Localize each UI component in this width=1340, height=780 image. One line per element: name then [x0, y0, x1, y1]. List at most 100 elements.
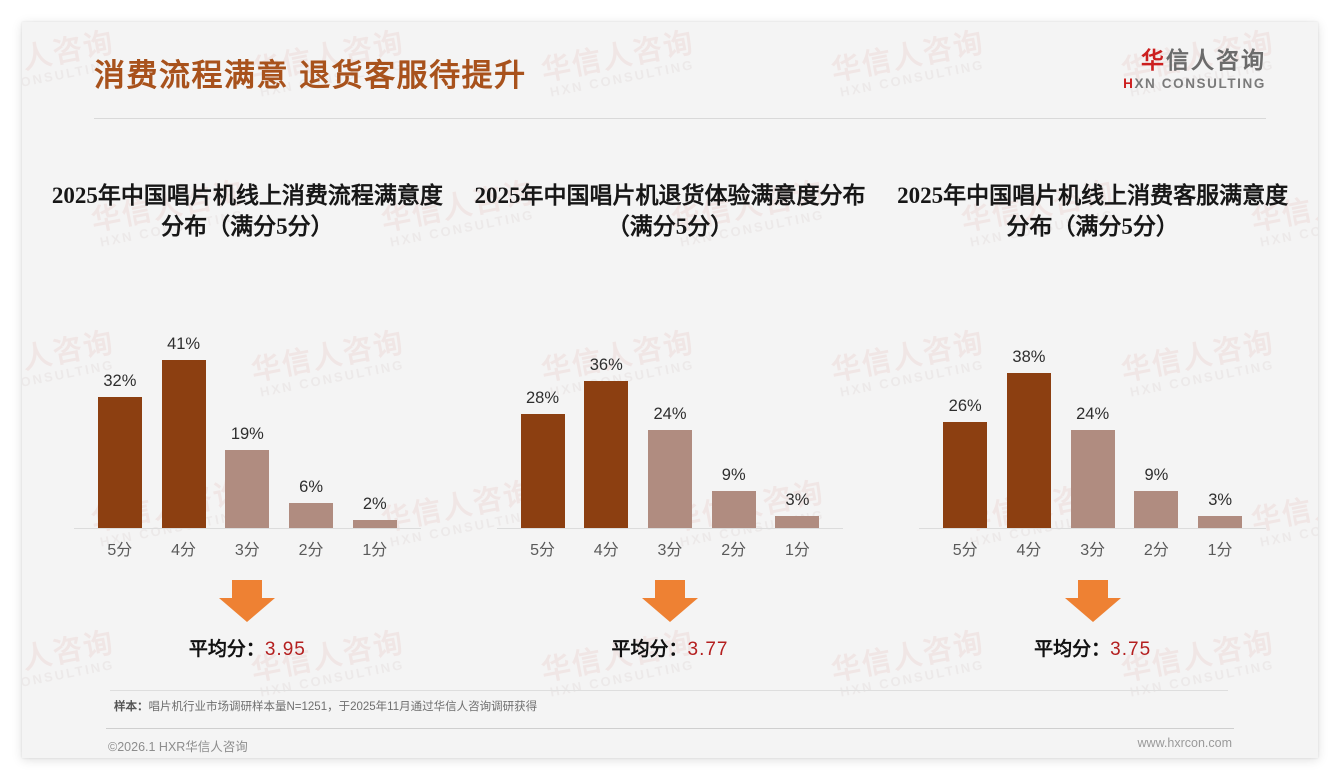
x-axis-labels: 5分 4分 3分 2分 1分 [933, 536, 1252, 560]
x-axis-label: 5分 [107, 542, 133, 559]
average-annotation: 平均分：3.75 [881, 580, 1304, 661]
arrow-head [1064, 598, 1121, 622]
bar [711, 491, 756, 528]
bar [97, 397, 142, 528]
down-arrow-icon [641, 580, 698, 622]
average-value: 3.77 [687, 639, 729, 660]
bar-column: 19% [215, 310, 279, 528]
bar-value-label: 6% [299, 478, 323, 497]
slide-header: 消费流程满意 退货客服待提升 华信人咨询 HXN CONSULTING [22, 22, 1318, 114]
bar-value-label: 28% [526, 388, 560, 407]
x-axis-label: 3分 [234, 542, 260, 559]
x-axis-label: 5分 [952, 542, 978, 559]
footnote-text: 唱片机行业市场调研样本量N=1251，于2025年11月通过华信人咨询调研获得 [148, 701, 538, 713]
bar-column: 24% [638, 310, 702, 528]
bar [352, 519, 397, 528]
bar [1006, 372, 1051, 528]
down-arrow-icon [219, 580, 276, 622]
bar-value-label: 26% [948, 396, 982, 415]
chart-plot-area: 32% 41% 19% 6% 2% [88, 310, 407, 528]
bar-column: 3% [766, 310, 830, 528]
bar [647, 429, 692, 528]
bar-value-label: 19% [230, 425, 264, 444]
x-axis-label: 2分 [1143, 542, 1169, 559]
bar-group: 28% 36% 24% 9% 3% [511, 310, 830, 528]
bar-value-label: 24% [653, 404, 687, 423]
average-label: 平均分： [188, 639, 265, 660]
bar-value-label: 3% [785, 490, 810, 509]
bar [520, 413, 565, 528]
bar [289, 503, 334, 528]
brand-logo: 华信人咨询 HXN CONSULTING [1123, 47, 1266, 91]
bar-column: 24% [1061, 310, 1125, 528]
bar-value-label: 32% [103, 372, 137, 391]
footnote-divider [110, 690, 1228, 691]
logo-english: HXN CONSULTING [1123, 76, 1266, 91]
bar [1198, 515, 1243, 528]
x-axis-label: 1分 [785, 542, 810, 559]
arrow-shaft [1077, 580, 1108, 598]
bar-value-label: 9% [721, 466, 746, 485]
bar-column: 2% [343, 310, 407, 528]
chart-panel-3: 2025年中国唱片机线上消费客服满意度分布（满分5分） 26% 38% 24% 9% 3… [881, 162, 1304, 672]
bar-value-label: 3% [1208, 490, 1233, 509]
chart-title: 2025年中国唱片机退货体验满意度分布（满分5分） [474, 183, 866, 240]
average-value: 3.75 [1110, 639, 1152, 660]
x-axis-label: 4分 [171, 542, 197, 559]
charts-row: 2025年中国唱片机线上消费流程满意度分布（满分5分） 32% 41% 19% 6% 2… [36, 162, 1304, 672]
x-axis-line [919, 528, 1266, 529]
bar-value-label: 41% [167, 335, 201, 354]
x-axis-label: 2分 [721, 542, 747, 559]
page-title: 消费流程满意 退货客服待提升 [94, 58, 527, 93]
x-axis-label: 1分 [362, 542, 388, 559]
average-score-text: 平均分：3.95 [189, 634, 306, 661]
chart-plot-area: 26% 38% 24% 9% 3% [933, 310, 1252, 528]
down-arrow-icon [1064, 580, 1121, 622]
arrow-head [219, 598, 276, 622]
bar-column: 9% [1125, 310, 1189, 528]
chart-panel-1: 2025年中国唱片机线上消费流程满意度分布（满分5分） 32% 41% 19% 6% 2… [36, 162, 459, 672]
copyright-text: ©2026.1 HXR华信人咨询 [108, 740, 248, 754]
footnote: 样本：唱片机行业市场调研样本量N=1251，于2025年11月通过华信人咨询调研… [114, 698, 537, 714]
footer-divider [106, 728, 1234, 729]
arrow-shaft [654, 580, 685, 598]
bar-group: 26% 38% 24% 9% 3% [933, 310, 1252, 528]
website-text: www.hxrcon.com [1137, 736, 1232, 750]
chart-panel-2: 2025年中国唱片机退货体验满意度分布（满分5分） 28% 36% 24% 9% 3% … [459, 162, 882, 672]
x-axis-label: 2分 [298, 542, 324, 559]
x-axis-line [496, 528, 844, 529]
bar [1134, 491, 1179, 528]
arrow-shaft [232, 580, 263, 598]
x-axis-labels: 5分 4分 3分 2分 1分 [88, 536, 407, 560]
x-axis-label: 4分 [1016, 542, 1042, 559]
bar-value-label: 2% [362, 494, 387, 513]
x-axis-label: 3分 [657, 542, 683, 559]
slide-canvas: 华信人咨询 HXN CONSULTING 华信人咨询 HXN CONSULTING华信… [22, 22, 1318, 758]
average-score-text: 平均分：3.75 [1034, 634, 1151, 661]
footnote-lead: 样本： [114, 701, 149, 713]
average-annotation: 平均分：3.95 [36, 580, 459, 661]
x-axis-label: 1分 [1207, 542, 1233, 559]
average-label: 平均分： [1034, 639, 1111, 660]
bar-column: 32% [88, 310, 152, 528]
logo-en-rest: XN CONSULTING [1134, 76, 1266, 92]
chart-plot-area: 28% 36% 24% 9% 3% [511, 310, 830, 528]
chart-title: 2025年中国唱片机线上消费客服满意度分布（满分5分） [897, 183, 1289, 240]
bar [584, 380, 629, 528]
bar [1070, 429, 1115, 528]
logo-chinese: 华信人咨询 [1123, 47, 1266, 73]
bar-column: 6% [279, 310, 343, 528]
average-annotation: 平均分：3.77 [459, 580, 882, 661]
bar-column: 36% [574, 310, 638, 528]
x-axis-labels: 5分 4分 3分 2分 1分 [511, 536, 830, 560]
bar [943, 421, 988, 528]
x-axis-line [74, 528, 421, 529]
bar-column: 41% [152, 310, 216, 528]
bar-column: 26% [933, 310, 997, 528]
average-label: 平均分： [611, 639, 688, 660]
bar [161, 360, 206, 528]
average-score-text: 平均分：3.77 [611, 634, 728, 661]
bar-value-label: 9% [1144, 466, 1169, 485]
bar-column: 3% [1188, 310, 1252, 528]
chart-title: 2025年中国唱片机线上消费流程满意度分布（满分5分） [51, 183, 443, 240]
